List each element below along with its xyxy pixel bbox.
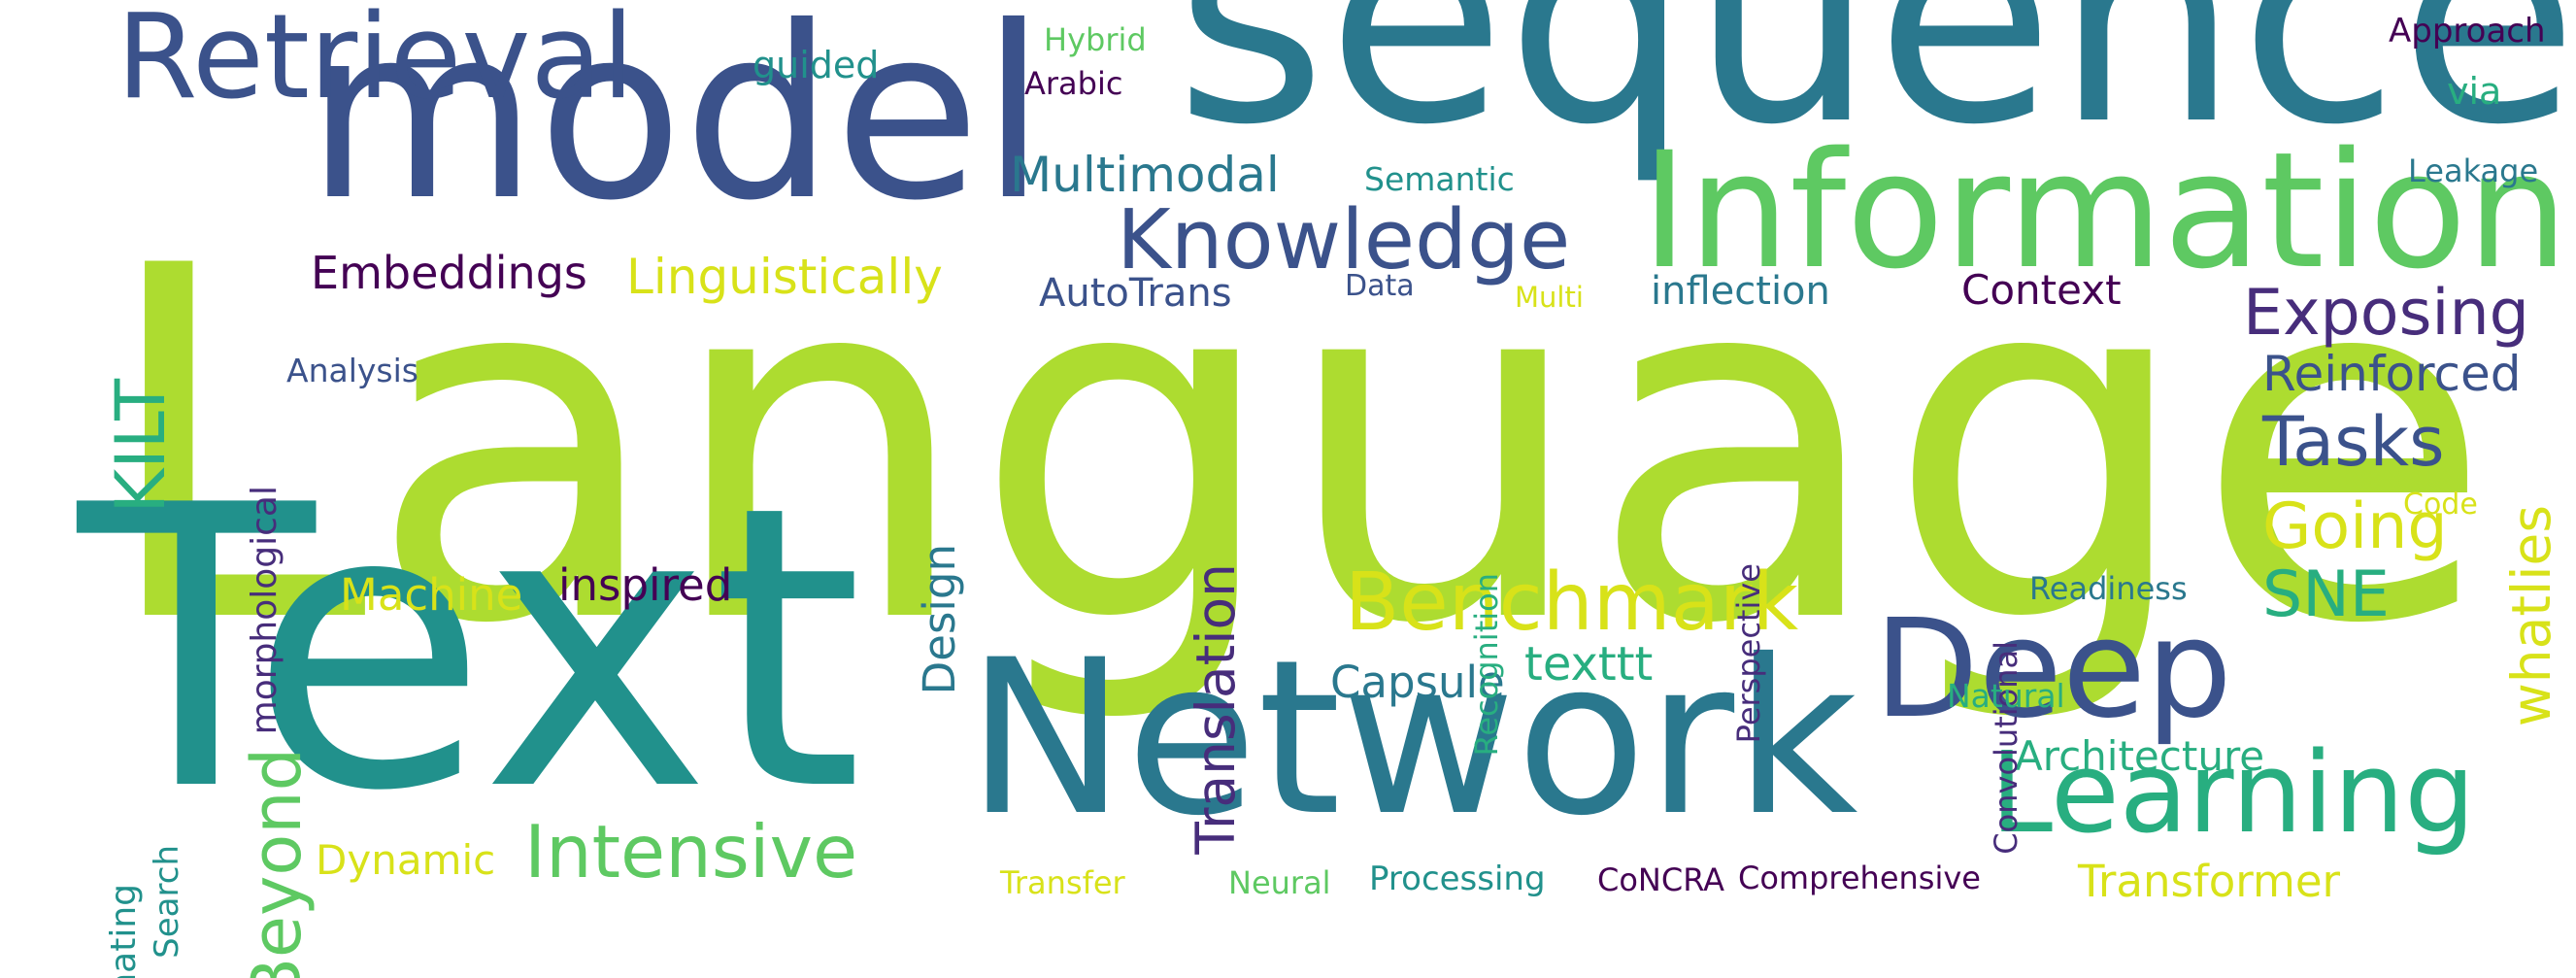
cloud-word: AutoTrans (1039, 271, 1232, 316)
cloud-word: model (306, 0, 1047, 253)
cloud-word: SNE (2262, 558, 2390, 631)
cloud-word: Benchmark (1345, 556, 1799, 649)
cloud-word: Readiness (2029, 570, 2188, 607)
cloud-word: KILT (101, 379, 181, 514)
cloud-word: Automating (104, 884, 144, 978)
cloud-word: Recognition (1468, 573, 1505, 757)
cloud-word: texttt (1524, 637, 1654, 691)
cloud-word: Convolutional (1988, 641, 2024, 855)
cloud-word: Network (966, 614, 1858, 862)
cloud-word: Hybrid (1044, 21, 1147, 58)
cloud-word: Comprehensive (1738, 860, 1981, 896)
cloud-word: Translation (1185, 563, 1247, 855)
cloud-word: Machine (340, 569, 523, 621)
cloud-word: Learning (1991, 728, 2476, 859)
cloud-word: Beyond (237, 748, 317, 978)
cloud-word: Text (78, 424, 863, 876)
cloud-word: Multi (1515, 281, 1584, 314)
cloud-word: inspired (558, 559, 733, 611)
cloud-word: sequence (1175, 0, 2576, 188)
cloud-word: via (2447, 70, 2502, 113)
cloud-word: Analysis (286, 352, 418, 389)
cloud-word: Retrieval (117, 0, 635, 125)
cloud-word: Neural (1228, 864, 1331, 901)
cloud-word: guided (753, 44, 880, 86)
cloud-word: Knowledge (1117, 192, 1571, 288)
cloud-word: Leakage (2408, 152, 2539, 189)
cloud-word: Transformer (2078, 856, 2341, 907)
cloud-word: CoNCRA (1597, 861, 1725, 898)
cloud-word: Data (1345, 269, 1415, 303)
cloud-word: Transfer (1000, 864, 1125, 901)
cloud-word: Natural (1947, 677, 2065, 715)
cloud-word: whatlies (2500, 505, 2562, 727)
cloud-word: Perspective (1730, 563, 1767, 744)
cloud-word: inflection (1651, 269, 1830, 314)
cloud-word: Multimodal (1010, 147, 1280, 203)
cloud-word: Architecture (2015, 732, 2265, 780)
cloud-word: Arabic (1024, 65, 1123, 102)
cloud-word: Intensive (524, 809, 858, 894)
cloud-word: Processing (1369, 860, 1546, 898)
cloud-word: Semantic (1364, 160, 1515, 198)
cloud-word: Deep (1874, 590, 2232, 749)
cloud-word: Approach (2389, 12, 2546, 51)
cloud-word: Going (2262, 490, 2448, 563)
cloud-word: Capsule (1330, 657, 1505, 708)
cloud-word: Design (914, 544, 965, 695)
cloud-word: Code (2403, 488, 2478, 522)
cloud-word: Dynamic (316, 836, 496, 884)
cloud-word: Tasks (2262, 402, 2445, 482)
cloud-word: Linguistically (626, 249, 943, 305)
cloud-word: morphological (245, 486, 284, 735)
cloud-word: Search (148, 845, 186, 959)
cloud-word: Reinforced (2262, 346, 2522, 402)
cloud-word: Exposing (2243, 277, 2529, 350)
cloud-word: Language (97, 164, 2493, 729)
cloud-word: Context (1961, 266, 2122, 314)
cloud-word: Information (1641, 118, 2569, 304)
cloud-word: Embeddings (311, 247, 587, 299)
